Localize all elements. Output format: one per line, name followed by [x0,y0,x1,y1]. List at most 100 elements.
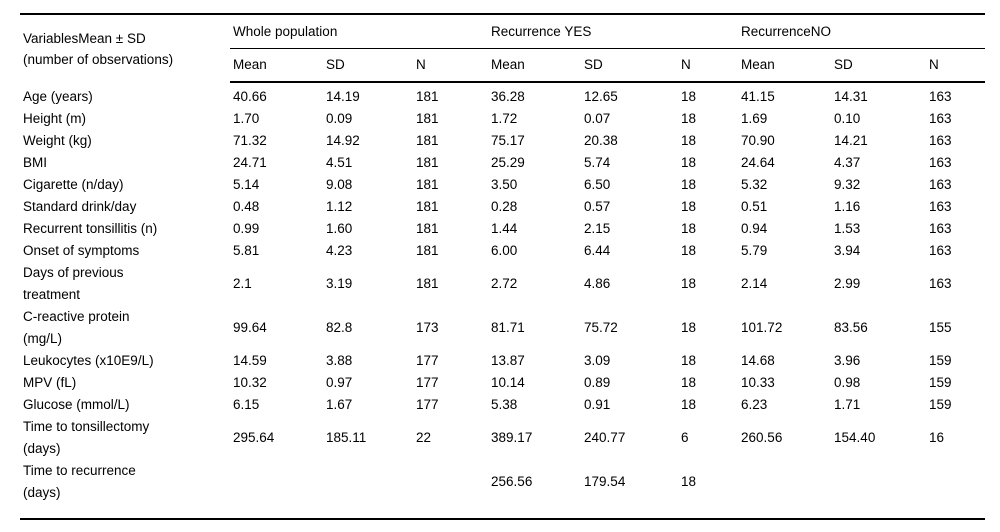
cell-value: 0.98 [834,375,861,390]
cell-value: 0.07 [584,111,611,126]
row-label: Time to recurrence (days) [23,463,136,500]
cell-value: 36.28 [491,89,525,104]
cell-value: 181 [416,199,439,214]
subheader-sd: SD [831,48,927,83]
cell-value: 1.60 [326,221,353,236]
row-label: Glucose (mmol/L) [23,397,130,412]
cell-value: 18 [681,221,697,236]
cell-value: 14.21 [834,133,868,148]
subheader-sd: SD [323,48,413,83]
cell-value: 3.19 [326,276,353,291]
cell-value: 6.00 [491,243,518,258]
cell-value: 18 [681,177,697,192]
cell-value: 22 [416,430,432,445]
cell-value: 5.32 [741,177,768,192]
cell-value: 1.71 [834,397,861,412]
cell-value: 163 [929,155,952,170]
cell-value: 159 [929,353,952,368]
cell-value: 18 [681,320,697,335]
cell-value: 163 [929,133,952,148]
cell-value: 159 [929,397,952,412]
cell-value: 3.09 [584,353,611,368]
cell-value: 181 [416,276,439,291]
cell-value: 1.72 [491,111,518,126]
cell-value [831,460,926,519]
cell-value: 0.94 [741,221,768,236]
cell-value: 295.64 [233,430,275,445]
subheader-sd: SD [581,48,679,83]
cell-value: 10.33 [741,375,775,390]
row-label: Standard drink/day [23,199,137,214]
cell-value: 3.88 [326,353,353,368]
table-row: Cigarette (n/day) 5.14 9.08 181 3.50 6.50 18 5.… [20,174,985,196]
cell-value: 82.8 [326,320,353,335]
cell-value: 3.96 [834,353,861,368]
cell-value: 2.15 [584,221,611,236]
cell-value: 6.50 [584,177,611,192]
row-label: Height (m) [23,111,87,126]
table-row: Age (years) 40.66 14.19 181 36.28 12.65 18 41.1… [20,82,985,108]
cell-value: 14.92 [326,133,360,148]
statistics-table: VariablesMean ± SD (number of observatio… [20,13,986,520]
row-label: MPV (fL) [23,375,77,390]
cell-value: 181 [416,177,439,192]
row-label: C-reactive protein (mg/L) [23,309,130,346]
cell-value: 24.64 [741,155,775,170]
cell-value: 181 [416,221,439,236]
table-row: Time to recurrence (days) 256.56 179.54 18 [20,460,985,519]
cell-value: 181 [416,243,439,258]
cell-value: 18 [681,397,697,412]
cell-value: 41.15 [741,89,775,104]
cell-value: 99.64 [233,320,267,335]
cell-value: 18 [681,243,697,258]
subheader-mean: Mean [230,48,323,83]
cell-value: 20.38 [584,133,618,148]
cell-value: 389.17 [491,430,533,445]
cell-value: 6.15 [233,397,260,412]
cell-value: 18 [681,276,697,291]
cell-value: 173 [416,320,439,335]
cell-value: 18 [681,133,697,148]
cell-value: 1.16 [834,199,861,214]
cell-value: 83.56 [834,320,868,335]
table-row: Leukocytes (x10E9/L) 14.59 3.88 177 13.87 3.0… [20,350,985,372]
subheader-mean: Mean [488,48,582,83]
table-row: Height (m) 1.70 0.09 181 1.72 0.07 18 1.69 0.10 1… [20,108,985,130]
cell-value: 0.10 [834,111,861,126]
cell-value: 3.50 [491,177,518,192]
cell-value: 18 [681,199,697,214]
cell-value: 185.11 [326,430,367,445]
cell-value: 14.31 [834,89,868,104]
cell-value: 10.32 [233,375,267,390]
group-header-row: VariablesMean ± SD (number of observatio… [20,14,986,67]
cell-value: 5.81 [233,243,260,258]
cell-value: 163 [929,221,952,236]
subheader-mean: Mean [738,48,832,83]
cell-value: 0.89 [584,375,611,390]
cell-value: 6.23 [741,397,768,412]
cell-value: 18 [681,89,697,104]
cell-value: 5.74 [584,155,611,170]
cell-value: 70.90 [741,133,775,148]
cell-value: 0.09 [326,111,353,126]
cell-value: 9.08 [326,177,353,192]
cell-value [323,460,413,519]
cell-value: 18 [681,155,697,170]
cell-value: 18 [681,111,697,126]
group-header-recurrence-yes: Recurrence YES [488,14,739,49]
cell-value: 181 [416,111,439,126]
cell-value: 163 [929,89,952,104]
cell-value: 3.94 [834,243,861,258]
cell-value: 24.71 [233,155,267,170]
cell-value: 0.48 [233,199,260,214]
cell-value: 0.28 [491,199,518,214]
cell-value: 4.51 [326,155,353,170]
cell-value: 2.72 [491,276,518,291]
cell-value: 163 [929,111,952,126]
subheader-row: Mean SD N Mean SD N Mean SD N [20,48,986,83]
table-body: Age (years) 40.66 14.19 181 36.28 12.65 18 41.1… [20,82,985,519]
table-row: Weight (kg) 71.32 14.92 181 75.17 20.38 18 70.9… [20,130,985,152]
cell-value: 177 [416,353,439,368]
subheader-n: N [678,48,739,83]
cell-value: 14.59 [233,353,267,368]
